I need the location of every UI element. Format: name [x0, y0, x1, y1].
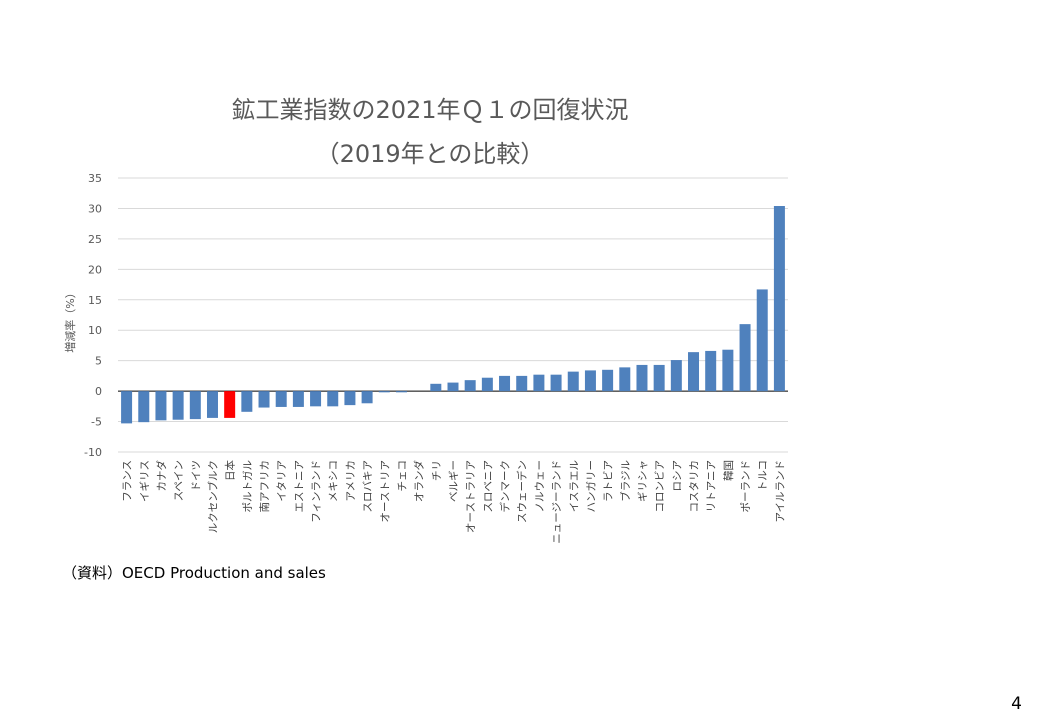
x-tick-label: カナダ [155, 460, 168, 492]
x-tick-label: ハンガリー [585, 460, 597, 513]
y-tick-label: 20 [88, 263, 102, 276]
bar [773, 206, 785, 392]
bar [206, 391, 218, 418]
bar [275, 391, 287, 407]
x-tick-label: ロシア [671, 460, 683, 492]
y-tick-label: 35 [88, 172, 102, 185]
y-tick-label: 30 [88, 202, 102, 215]
x-tick-label: 日本 [224, 460, 237, 481]
x-tick-label: ギリシャ [637, 460, 649, 502]
bar [361, 391, 373, 404]
y-tick-label: -10 [84, 446, 102, 459]
x-tick-label: エストニア [293, 460, 305, 513]
bar [464, 380, 476, 392]
x-tick-label: ベルギー [448, 460, 460, 502]
chart-subtitle: （2019年との比較） [315, 140, 545, 168]
bar [224, 391, 236, 418]
page-number: 4 [1011, 694, 1022, 714]
bar [584, 370, 596, 392]
x-tick-label: チリ [431, 460, 443, 481]
bar [550, 374, 562, 392]
x-tick-label: ルクセンブルク [206, 460, 219, 533]
bar [155, 391, 167, 421]
bar [310, 391, 322, 407]
x-tick-label: ドイツ [190, 460, 202, 492]
bar [121, 391, 133, 424]
bar [138, 391, 150, 423]
y-axis-label: 増減率（%） [63, 287, 77, 352]
x-tick-label: ラトビア [603, 460, 615, 502]
x-tick-label: メキシコ [328, 460, 340, 502]
bar [636, 364, 648, 392]
y-tick-label: 5 [95, 355, 102, 368]
bar [619, 367, 631, 392]
bar [395, 391, 407, 393]
bar [499, 375, 511, 392]
x-tick-label: オーストリア [379, 460, 391, 522]
x-tick-label: トルコ [757, 460, 769, 491]
bar [516, 375, 528, 392]
chart-title: 鉱工業指数の2021年Ｑ１の回復状況 [231, 96, 629, 124]
bar [722, 349, 734, 392]
x-tick-label: ポーランド [740, 460, 752, 513]
x-tick-label: 南アフリカ [258, 460, 271, 513]
bar [533, 374, 545, 392]
bar [567, 371, 579, 392]
bar [327, 391, 339, 407]
y-tick-label: 0 [95, 385, 102, 398]
bar [739, 324, 751, 392]
bar [756, 289, 768, 392]
x-tick-label: スロバキア [362, 460, 374, 513]
bar [189, 391, 201, 420]
y-tick-label: 10 [88, 324, 102, 337]
x-tick-label: コロンビア [654, 460, 666, 513]
x-tick-label: リトアニア [706, 460, 718, 512]
bar [481, 377, 493, 392]
x-tick-label: ニュージーランド [551, 460, 563, 544]
bar [378, 391, 390, 393]
x-tick-label: 韓国 [723, 460, 735, 481]
x-tick-label: イタリア [276, 460, 288, 502]
x-tick-label: ブラジル [619, 460, 632, 502]
y-tick-label: 25 [88, 233, 102, 246]
bar [705, 350, 717, 392]
x-tick-label: ポルトガル [242, 460, 254, 513]
x-tick-label: アメリカ [345, 460, 357, 501]
x-tick-label: ノルウェー [534, 460, 546, 513]
x-tick-label: デンマーク [499, 460, 512, 513]
bar [344, 391, 356, 406]
source-note: （資料）OECD Production and sales [62, 564, 326, 582]
x-tick-label: フランス [122, 460, 134, 502]
x-tick-label: スロベニア [482, 460, 494, 513]
bar [670, 360, 682, 392]
x-tick-label: フィンランド [311, 460, 323, 523]
y-tick-label: 15 [88, 294, 102, 307]
bar [258, 391, 270, 408]
x-tick-label: スウェーデン [516, 460, 529, 523]
bar [241, 391, 253, 412]
bar [292, 391, 304, 407]
bar [430, 383, 442, 392]
bar [447, 382, 459, 392]
bar [602, 369, 614, 392]
x-tick-label: アイルランド [774, 460, 786, 522]
x-tick-label: オーストラリア [465, 460, 477, 533]
y-tick-label: -5 [91, 416, 102, 429]
bar [688, 352, 700, 392]
x-tick-label: スペイン [173, 460, 185, 501]
x-tick-label: チェコ [396, 460, 408, 492]
x-tick-label: イスラエル [568, 460, 580, 512]
x-tick-label: イギリス [139, 460, 151, 502]
bar [653, 364, 665, 392]
bar [172, 391, 184, 420]
x-tick-label: オランダ [413, 460, 426, 502]
x-tick-label: コスタリカ [689, 460, 701, 513]
